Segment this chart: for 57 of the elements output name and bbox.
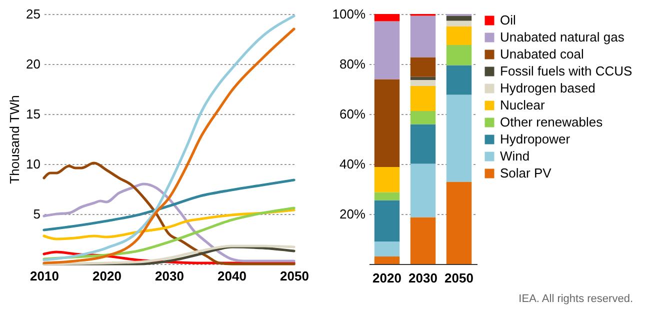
- legend-label: Hydrogen based: [500, 80, 596, 96]
- bar: [410, 16, 436, 58]
- bar: [446, 16, 472, 21]
- x-tick-label: 2050: [280, 268, 309, 284]
- bar: [446, 65, 472, 95]
- bar: [446, 45, 472, 66]
- bar: [410, 164, 436, 218]
- legend-label: Unabated natural gas: [500, 30, 625, 44]
- line-series: [42, 182, 296, 262]
- legend-label: Other renewables: [500, 114, 604, 130]
- y-tick-label: 20%: [339, 206, 366, 222]
- x-tick-label: 2010: [30, 268, 59, 284]
- legend-label: Nuclear: [500, 98, 546, 112]
- y-tick-label: 25: [26, 6, 40, 22]
- legend-label: Unabated coal: [500, 46, 584, 62]
- bar: [374, 200, 400, 242]
- legend-label: Hydropower: [500, 132, 571, 146]
- line-series: [42, 162, 296, 266]
- text: IEA. All rights reserved.: [518, 293, 633, 305]
- bar: [374, 167, 400, 192]
- bar: [410, 57, 436, 77]
- y-tick-label: 15: [26, 106, 40, 122]
- x-tick-label: 2040: [218, 268, 246, 284]
- bar: [374, 256, 400, 264]
- legend-label: Solar PV: [500, 166, 552, 180]
- bar: [374, 79, 400, 167]
- bar: [410, 76, 436, 80]
- x-tick-label: 2050: [444, 270, 474, 286]
- bar: [374, 192, 400, 200]
- bar: [410, 86, 436, 111]
- y-axis-title: Thousand TWh: [7, 95, 22, 184]
- bar: [374, 21, 400, 80]
- y-tick-label: 80%: [339, 56, 366, 72]
- bar: [374, 14, 400, 22]
- bar: [446, 26, 472, 45]
- line-series: [42, 178, 296, 232]
- bar: [410, 217, 436, 264]
- y-tick-label: 5: [33, 206, 40, 222]
- x-tick-label: 2030: [155, 268, 184, 284]
- y-tick-label: 20: [26, 56, 40, 72]
- y-tick-label: 100%: [332, 6, 366, 22]
- x-tick-label: 2020: [92, 268, 122, 284]
- bar: [374, 242, 400, 256]
- bar: [410, 124, 436, 164]
- legend-label: Fossil fuels with CCUS: [500, 64, 633, 78]
- bar: [446, 182, 472, 264]
- y-tick-label: 40%: [339, 156, 366, 172]
- bar: [446, 94, 472, 182]
- x-tick-label: 2020: [372, 270, 402, 286]
- legend-label: Wind: [500, 148, 530, 164]
- y-tick-label: 10: [26, 156, 40, 172]
- bar: [410, 80, 436, 86]
- legend-label: Oil: [500, 12, 516, 28]
- x-tick-label: 2030: [408, 270, 438, 286]
- bar: [446, 20, 472, 26]
- bar: [410, 111, 436, 124]
- y-tick-label: 60%: [339, 106, 366, 122]
